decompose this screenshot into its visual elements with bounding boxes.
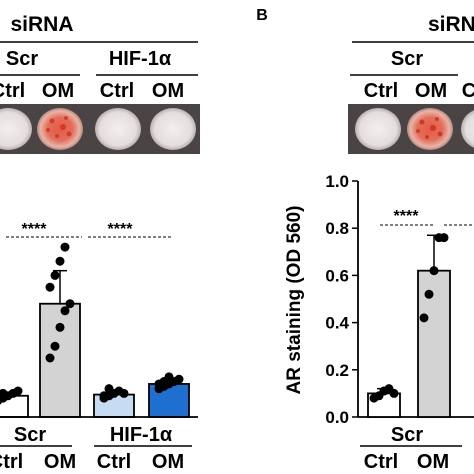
panel-a-point-3-7 xyxy=(164,372,174,382)
panel-a-point-2-4 xyxy=(119,388,129,398)
panel-a-well-3 xyxy=(150,108,196,150)
panel-a-bottom-group-label-0: Scr xyxy=(14,424,46,446)
panel-a-top-cat-3: OM xyxy=(152,80,184,102)
panel-a-top-group-label-0: Scr xyxy=(6,48,38,70)
panel-b-well-2 xyxy=(461,110,474,148)
panel-a-point-1-3 xyxy=(60,306,70,316)
panel-b-sig-label-0: **** xyxy=(394,208,420,225)
panel-a-plot xyxy=(0,242,190,418)
panel-b-point-1-1 xyxy=(424,289,434,299)
panel-a-point-1-7 xyxy=(55,256,65,266)
panel-b-group-header: siRNA xyxy=(428,13,474,36)
panel-a-point-2-6 xyxy=(104,384,114,394)
panel-b-label: B xyxy=(256,7,268,24)
panel-b-y-tick-label-1: 0.2 xyxy=(325,361,349,380)
panel-a-point-2-5 xyxy=(99,391,109,401)
panel-a-sig-label-0: **** xyxy=(22,221,48,238)
panel-a-point-1-8 xyxy=(60,242,70,252)
panel-b-well-0 xyxy=(355,108,401,150)
panel-a-bottom-cat-2: Ctrl xyxy=(97,451,131,473)
panel-b-y-tick-label-5: 1.0 xyxy=(325,172,349,191)
panel-a-point-1-5 xyxy=(45,282,55,292)
panel-b-plot: 0.0 0.2 0.4 0.6 0.8 1.0 xyxy=(325,172,474,427)
panel-a-top-cat-2: Ctrl xyxy=(100,80,134,102)
panel-b-y-tick-label-4: 0.8 xyxy=(325,219,349,238)
panel-a-point-1-6 xyxy=(50,270,60,280)
panel-a-point-1-2 xyxy=(55,322,65,332)
panel-b-top-cat-0: Ctrl xyxy=(364,80,398,102)
panel-b-point-0-4 xyxy=(389,388,399,398)
panel-b-bottom-cat-0: Ctrl xyxy=(364,451,398,473)
panel-a-well-2 xyxy=(95,108,141,150)
panel-a-point-0-6 xyxy=(0,388,8,398)
panel-b: siRNA Scr Ctrl OM Ctrl AR staining (OD 5… xyxy=(284,13,474,473)
panel-a-point-0-4 xyxy=(13,386,23,396)
panel-b-y-tick-label-3: 0.6 xyxy=(325,266,349,285)
panel-a-point-1-1 xyxy=(50,341,60,351)
panel-a-well-1 xyxy=(37,108,83,150)
panel-a-top-cat-0: Ctrl xyxy=(0,80,25,102)
panel-a-bottom-cat-1: OM xyxy=(44,451,76,473)
panel-a-group-header: siRNA xyxy=(10,13,73,36)
panel-a-point-1-4 xyxy=(65,299,75,309)
panel-a-bottom-cat-0: Ctrl xyxy=(0,451,23,473)
panel-b-stain-spots xyxy=(416,117,443,139)
panel-a-well-0 xyxy=(0,108,32,150)
panel-a-sig-label-1: **** xyxy=(108,221,134,238)
panel-b-y-tick-label-2: 0.4 xyxy=(325,314,349,333)
panel-a-stain-spots xyxy=(46,116,72,138)
panel-a: siRNA Scr HIF-1α Ctrl OM Ctrl OM **** **… xyxy=(0,13,200,473)
panel-a-point-3-4 xyxy=(174,374,184,384)
panel-a-bar-1 xyxy=(39,302,81,418)
panel-b-point-1-4 xyxy=(439,233,449,243)
panel-a-top-group-label-1: HIF-1α xyxy=(109,48,172,70)
panel-a-bottom-group-label-1: HIF-1α xyxy=(110,424,173,446)
panel-a-top-cat-1: OM xyxy=(42,80,74,102)
panel-b-bottom-cat-1: OM xyxy=(417,451,449,473)
panel-a-bottom-cat-3: OM xyxy=(152,451,184,473)
panel-b-top-group-label-0: Scr xyxy=(391,48,423,70)
panel-b-bar-1 xyxy=(417,269,451,418)
panel-b-well-1 xyxy=(407,108,453,150)
panel-b-top-cat-1: OM xyxy=(415,80,447,102)
panel-b-point-1-2 xyxy=(429,266,439,276)
panel-b-point-1-0 xyxy=(419,313,429,323)
panel-b-y-tick-label-0: 0.0 xyxy=(325,408,349,427)
panel-a-point-1-0 xyxy=(45,353,55,363)
panel-b-bottom-group-label-0: Scr xyxy=(391,424,423,446)
panel-b-y-axis-label: AR staining (OD 560) xyxy=(284,206,305,395)
panel-b-top-cat-2-cropped: Ctrl xyxy=(462,80,474,102)
